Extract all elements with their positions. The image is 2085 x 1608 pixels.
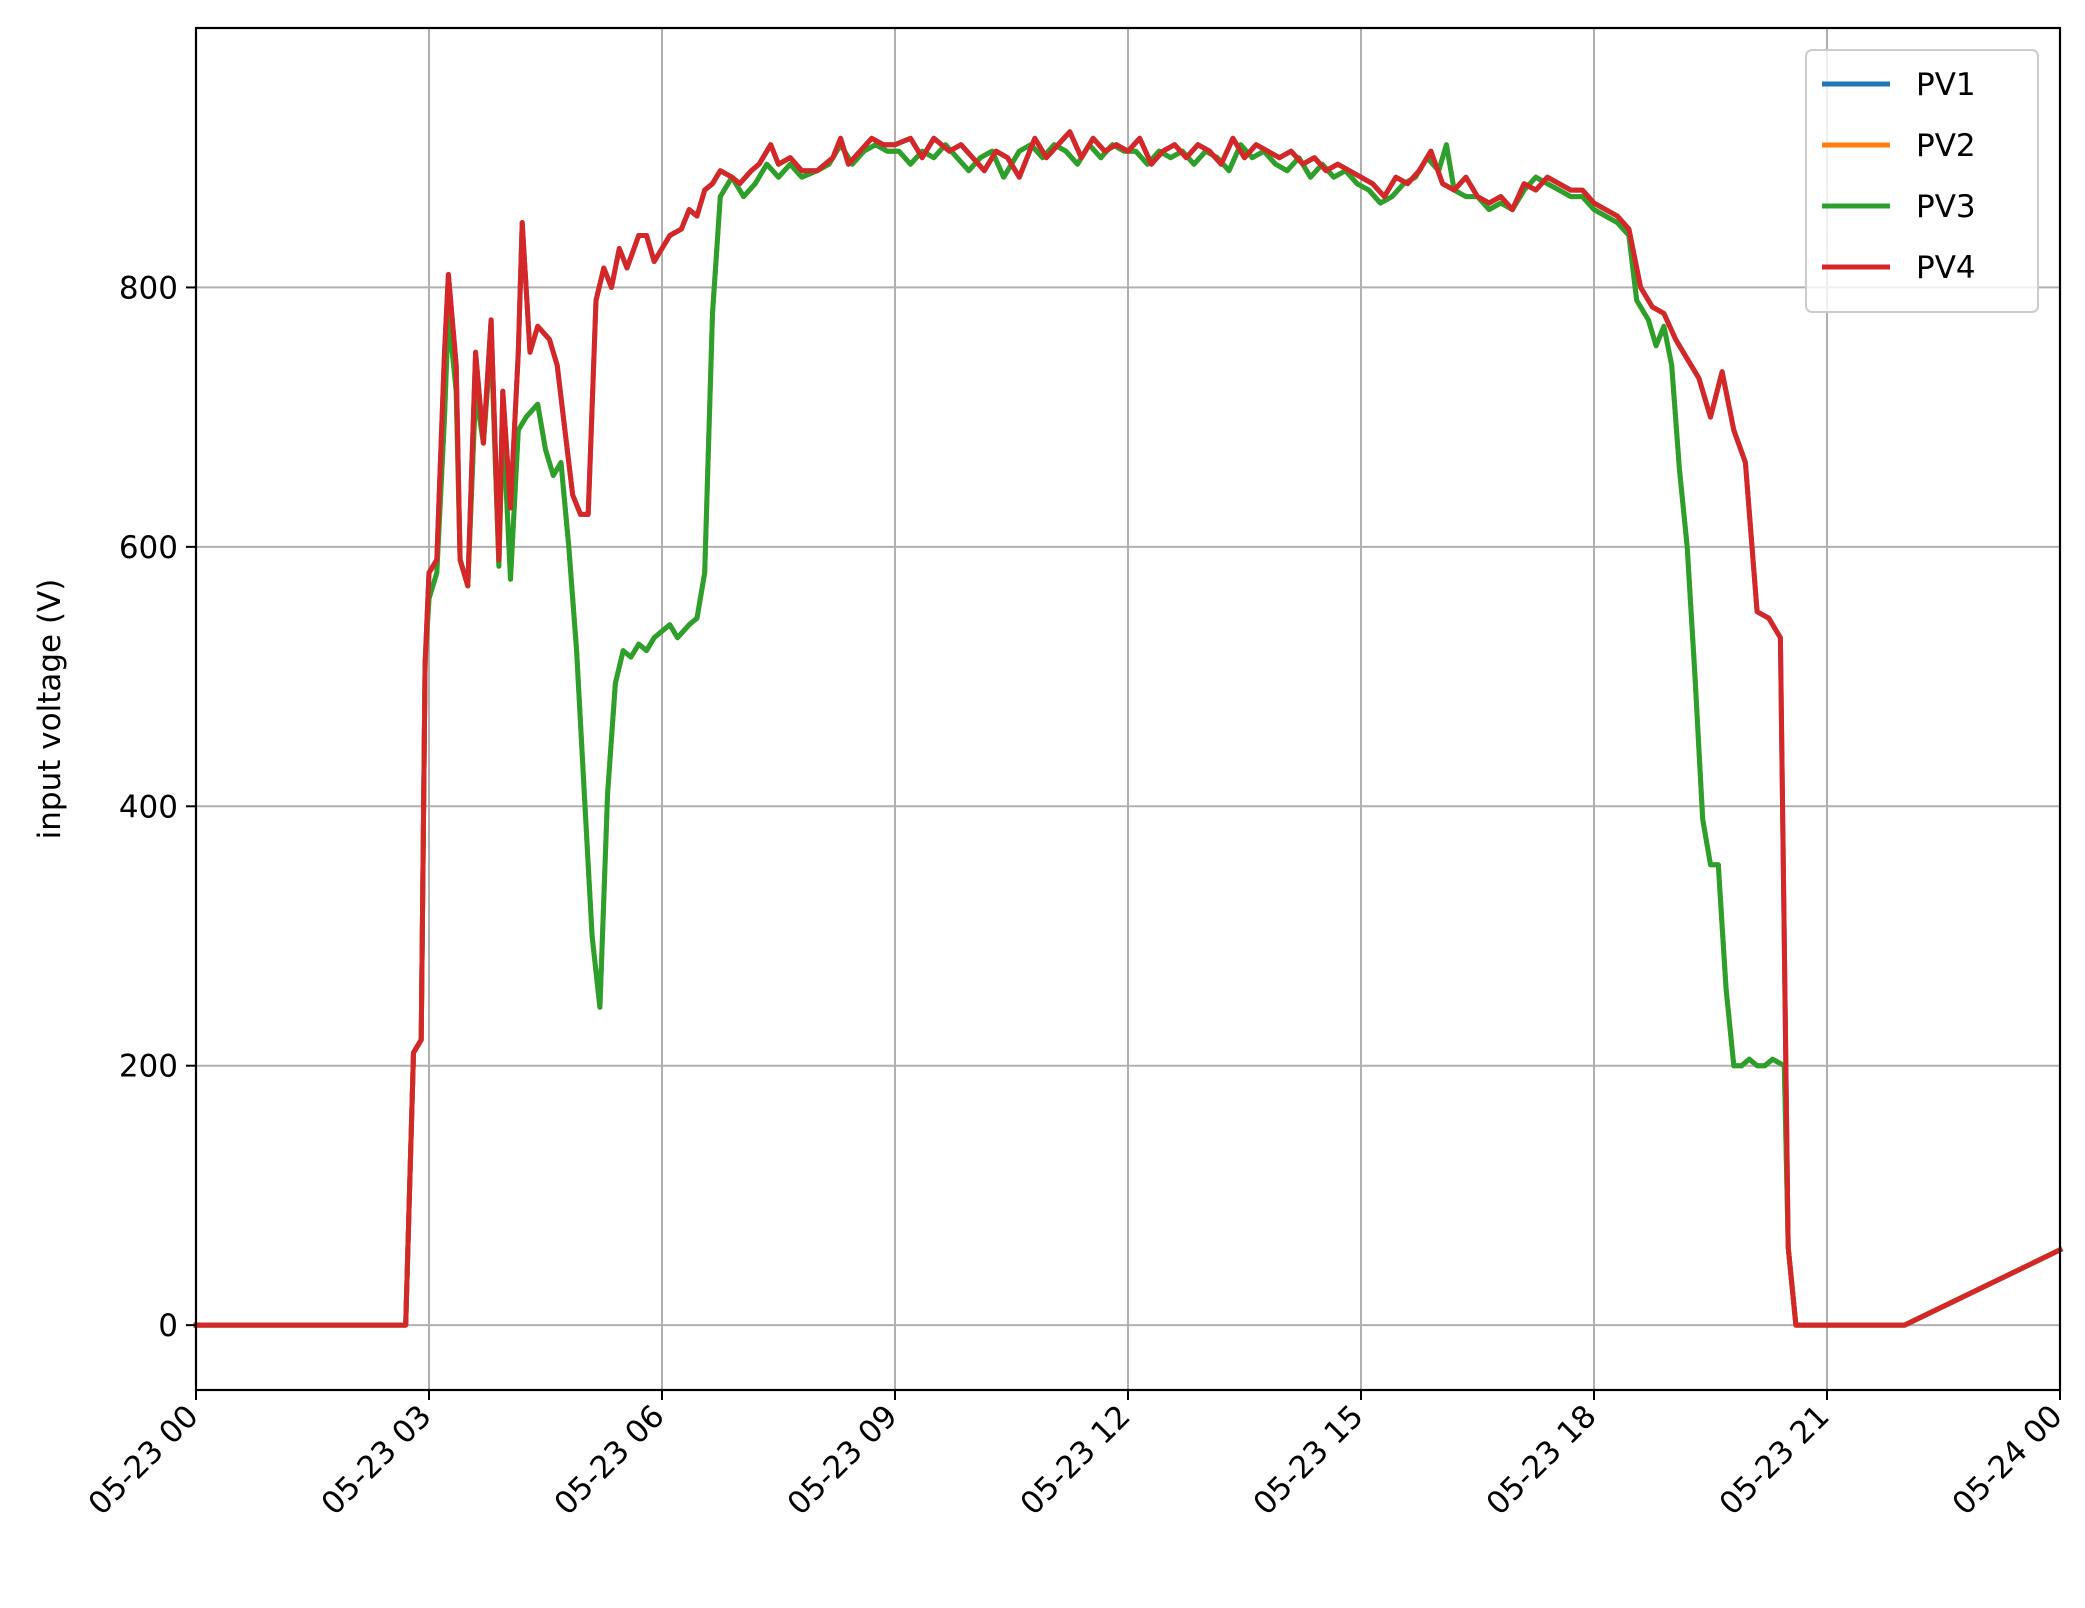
legend-box (1805, 49, 2039, 313)
y-tick-label: 0 (158, 1308, 178, 1344)
y-tick-label: 600 (119, 530, 178, 566)
legend-label-pv2: PV2 (1916, 128, 1976, 164)
legend-label-pv1: PV1 (1916, 67, 1976, 103)
legend-label-pv4: PV4 (1916, 250, 1976, 286)
y-tick-label: 400 (119, 789, 178, 825)
y-tick-label: 800 (119, 270, 178, 306)
y-axis-label: input voltage (V) (32, 579, 68, 840)
series-line-pv3 (193, 142, 2064, 1328)
grid (195, 28, 2061, 1390)
series-line-pv4 (193, 129, 2064, 1328)
legend: PV1 PV2 PV3 PV4 (1805, 49, 2039, 313)
legend-label-pv3: PV3 (1916, 189, 1976, 225)
legend-items: PV1 PV2 PV3 PV4 (1822, 67, 1976, 286)
y-tick-label: 200 (119, 1049, 178, 1085)
series-lines (193, 129, 2064, 1328)
